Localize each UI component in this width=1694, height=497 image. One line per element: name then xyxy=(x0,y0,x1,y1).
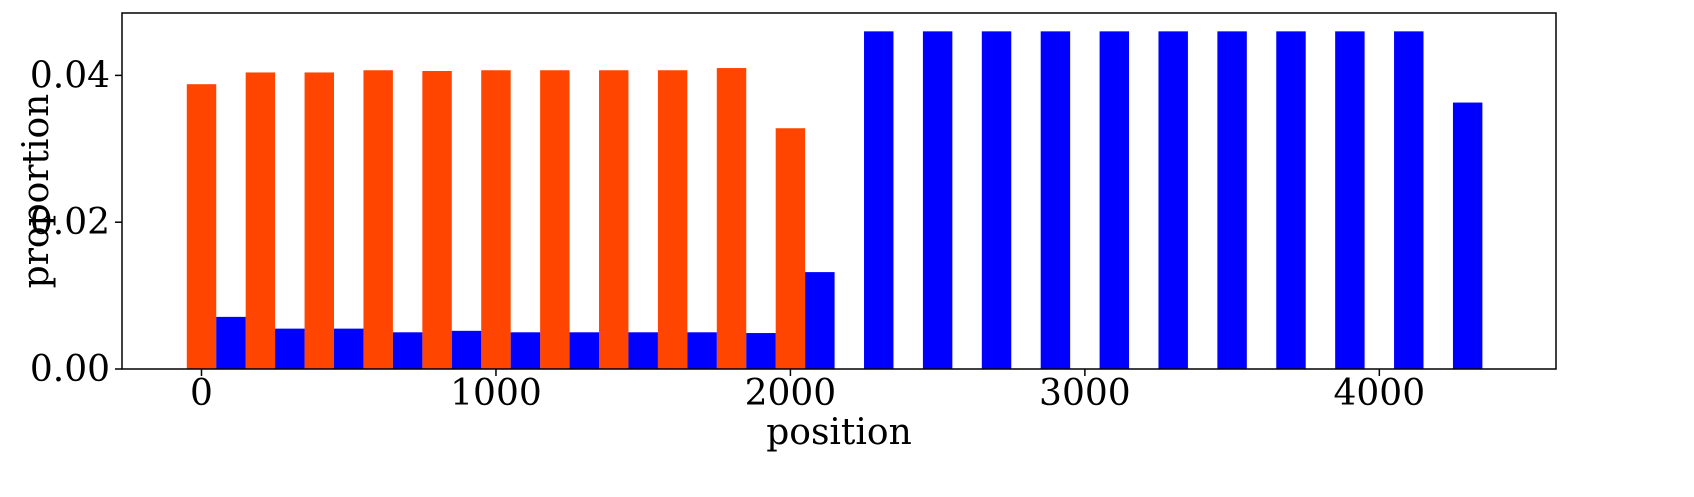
bar-series-2-1 xyxy=(275,329,304,369)
bar-series-1-5 xyxy=(481,70,510,369)
bar-series-2-17 xyxy=(1217,31,1246,369)
bar-series-1-3 xyxy=(363,70,392,369)
bar-series-2-2 xyxy=(334,329,363,369)
bar-series-1-1 xyxy=(246,72,275,369)
bar-series-2-9 xyxy=(746,333,775,369)
x-tick-label: 4000 xyxy=(1334,373,1426,414)
bar-series-2-5 xyxy=(511,332,540,369)
y-tick-label: 0.00 xyxy=(30,349,110,390)
x-tick-label: 1000 xyxy=(450,373,542,414)
bar-series-2-8 xyxy=(687,332,716,369)
bar-series-2-20 xyxy=(1394,31,1423,369)
bar-series-1-4 xyxy=(422,71,451,369)
bar-series-1-2 xyxy=(305,72,334,369)
bar-series-1-7 xyxy=(599,70,628,369)
bar-series-2-11 xyxy=(864,31,893,369)
x-tick-label: 0 xyxy=(190,373,213,414)
bar-series-2-13 xyxy=(982,31,1011,369)
bar-series-1-6 xyxy=(540,70,569,369)
bar-series-1-0 xyxy=(187,84,216,369)
bar-series-2-18 xyxy=(1276,31,1305,369)
x-tick-label: 2000 xyxy=(745,373,837,414)
bar-series-2-12 xyxy=(923,31,952,369)
bar-series-1-9 xyxy=(717,68,746,369)
bar-series-2-19 xyxy=(1335,31,1364,369)
x-axis-label: position xyxy=(766,412,912,453)
bar-series-2-4 xyxy=(452,331,481,369)
bar-series-2-21 xyxy=(1453,103,1482,369)
bar-series-2-3 xyxy=(393,332,422,369)
bar-series-2-15 xyxy=(1100,31,1129,369)
bar-series-1-8 xyxy=(658,70,687,369)
x-axis-ticks: 0 1000 2000 3000 4000 xyxy=(190,369,1425,414)
bar-series-2-14 xyxy=(1041,31,1070,369)
y-axis-label: proportion xyxy=(16,94,57,289)
y-tick-label: 0.04 xyxy=(30,55,110,96)
bar-series-1-10 xyxy=(776,128,805,369)
bar-series-2-16 xyxy=(1158,31,1187,369)
bar-series-2-6 xyxy=(570,332,599,369)
bar-series-2-7 xyxy=(628,332,657,369)
bar-series-2-10 xyxy=(805,272,834,369)
bars-layer xyxy=(187,31,1483,369)
bar-series-2-0 xyxy=(216,317,245,369)
x-tick-label: 3000 xyxy=(1039,373,1131,414)
